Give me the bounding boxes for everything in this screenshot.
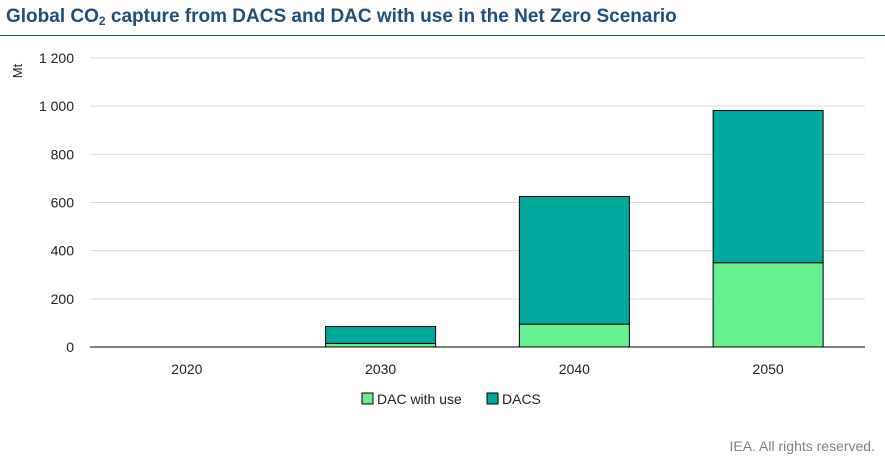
bar-segment-dac-with-use bbox=[712, 262, 824, 348]
x-tick-label: 2020 bbox=[171, 361, 202, 377]
legend-label: DAC with use bbox=[377, 391, 462, 407]
y-tick-label: 0 bbox=[66, 339, 74, 355]
x-tick-label: 2040 bbox=[559, 361, 590, 377]
y-tick-label: 600 bbox=[51, 195, 75, 211]
title-suffix: capture from DACS and DAC with use in th… bbox=[105, 6, 677, 27]
legend-label: DACS bbox=[502, 391, 541, 407]
bar-segment-dac-with-use bbox=[325, 342, 437, 348]
y-tick-label: 1 000 bbox=[39, 98, 74, 114]
bar-segment-dacs bbox=[518, 195, 630, 325]
y-tick-label: 1 200 bbox=[39, 50, 74, 66]
y-tick-label: 200 bbox=[51, 291, 75, 307]
title-subscript: 2 bbox=[98, 14, 106, 28]
y-tick-label: 800 bbox=[51, 146, 75, 162]
bar-segment-dacs bbox=[712, 110, 824, 264]
copyright-notice: IEA. All rights reserved. bbox=[729, 438, 875, 454]
chart-title: Global CO2 capture from DACS and DAC wit… bbox=[6, 6, 677, 28]
x-tick-label: 2050 bbox=[753, 361, 784, 377]
title-prefix: Global CO bbox=[6, 6, 99, 27]
title-divider bbox=[0, 35, 885, 36]
bar-segment-dac-with-use bbox=[518, 323, 630, 348]
bar-segment-dacs bbox=[325, 326, 437, 344]
legend-swatch bbox=[361, 392, 374, 405]
legend-swatch bbox=[486, 392, 499, 405]
y-axis-unit-label: Mt bbox=[10, 63, 25, 78]
y-tick-label: 400 bbox=[51, 243, 75, 259]
x-tick-label: 2030 bbox=[365, 361, 396, 377]
